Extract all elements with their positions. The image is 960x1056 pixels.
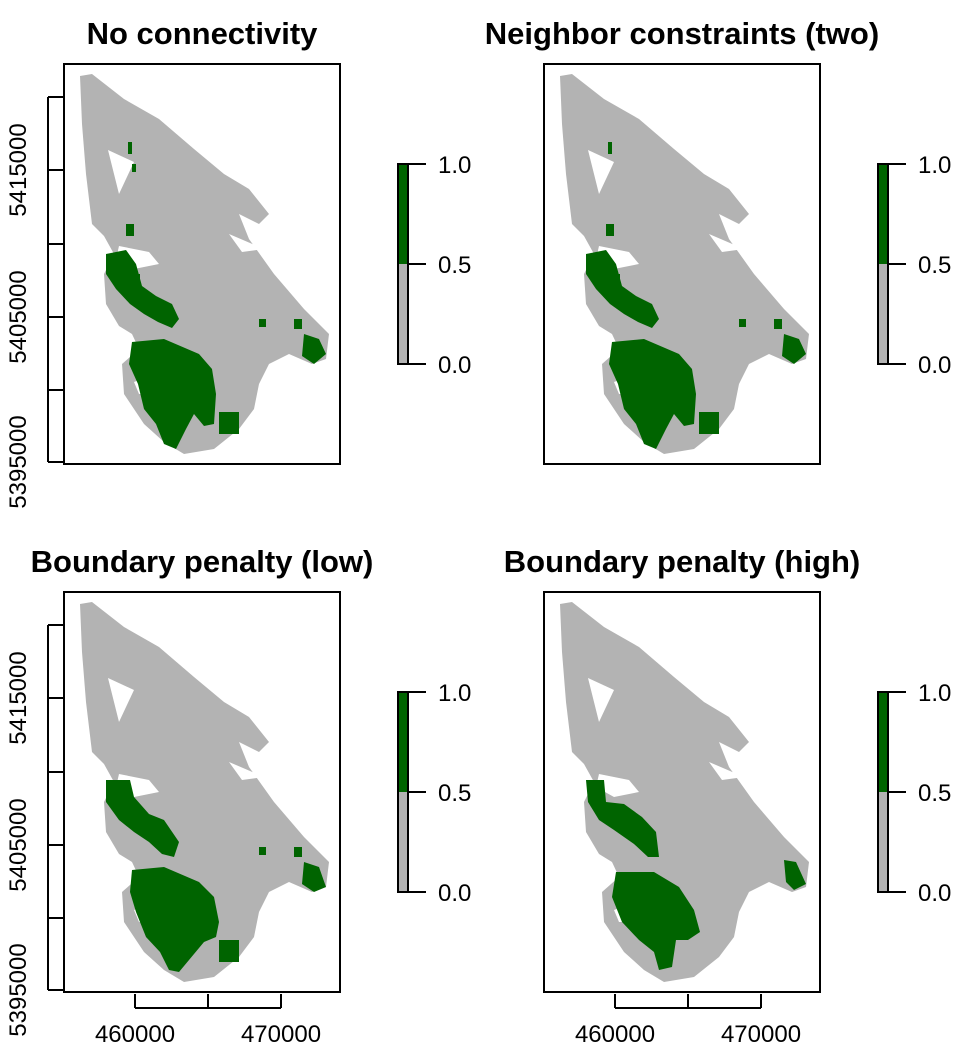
selected-planning-unit — [606, 224, 614, 236]
legend-tick-label: 0.5 — [438, 780, 471, 807]
map-frame — [63, 63, 341, 465]
y-axis-tick-label: 5395000 — [5, 943, 32, 1036]
legend-tick-label: 0.5 — [918, 780, 951, 807]
legend-tick-label: 0.0 — [918, 352, 951, 379]
x-axis-tick-label: 460000 — [95, 1021, 175, 1048]
selected-planning-unit — [106, 780, 179, 857]
y-axis-tick-label: 5405000 — [5, 270, 32, 363]
legend-tick-label: 1.0 — [918, 680, 951, 707]
selected-planning-unit — [132, 274, 140, 284]
legend-tick-label: 0.0 — [438, 352, 471, 379]
map-panel-3: Boundary penalty (low) 1.0 0.5 0.0 5395000 54… — [5, 544, 471, 1048]
selected-planning-unit — [129, 339, 216, 449]
legend-tick-label: 0.5 — [438, 252, 471, 279]
legend-not-selected-swatch — [398, 264, 408, 364]
legend-selected-swatch — [398, 164, 408, 264]
selected-planning-unit — [782, 334, 806, 364]
lake-hole — [588, 678, 614, 722]
x-axis: 460000 470000 — [95, 994, 321, 1048]
legend-selected-swatch — [878, 692, 888, 792]
y-axis-tick-label: 5395000 — [5, 415, 32, 508]
legend: 1.0 0.5 0.0 — [397, 680, 471, 907]
y-axis-tick-label: 5415000 — [5, 651, 32, 744]
y-axis: 5395000 5405000 5415000 — [5, 624, 64, 1037]
selected-planning-unit — [259, 847, 266, 855]
panel-title: Boundary penalty (high) — [504, 544, 861, 579]
x-axis: 460000 470000 — [575, 994, 801, 1048]
legend-selected-swatch — [878, 164, 888, 264]
legend-tick-label: 1.0 — [438, 152, 471, 179]
selected-planning-unit — [128, 142, 132, 154]
lake-hole — [108, 150, 134, 194]
selected-planning-unit — [259, 319, 266, 327]
selected-planning-unit — [784, 860, 806, 890]
selected-planning-unit — [302, 334, 326, 364]
y-axis-tick-label: 5405000 — [5, 798, 32, 891]
selected-planning-unit — [699, 412, 719, 434]
map-panel-4: Boundary penalty (high) 1.0 0.5 0.0 460000 47… — [504, 544, 952, 1048]
legend: 1.0 0.5 0.0 — [877, 152, 951, 379]
panel-title: No connectivity — [87, 16, 319, 51]
map-layer — [80, 74, 329, 454]
selected-planning-unit — [219, 412, 239, 434]
selected-planning-unit — [609, 339, 696, 449]
legend: 1.0 0.5 0.0 — [397, 152, 471, 379]
lake-hole — [229, 234, 264, 252]
panel-title: Neighbor constraints (two) — [485, 16, 879, 51]
selected-planning-unit — [302, 862, 326, 892]
selected-planning-unit — [106, 250, 179, 328]
legend-tick-label: 0.5 — [918, 252, 951, 279]
selected-planning-unit — [586, 780, 659, 857]
map-frame — [543, 63, 821, 465]
legend-tick-label: 1.0 — [918, 152, 951, 179]
y-axis-tick-label: 5415000 — [5, 123, 32, 216]
panel-title: Boundary penalty (low) — [31, 544, 374, 579]
map-frame — [63, 591, 341, 993]
selected-planning-unit — [612, 274, 620, 284]
legend-tick-label: 1.0 — [438, 680, 471, 707]
lake-hole — [229, 762, 264, 780]
selected-planning-unit — [586, 250, 659, 328]
map-panel-1: No connectivity 1.0 0.5 0.0 5395000 5405000 54… — [5, 16, 471, 509]
lake-hole — [108, 678, 134, 722]
selected-planning-unit — [739, 319, 746, 327]
legend-not-selected-swatch — [878, 792, 888, 892]
map-panel-2: Neighbor constraints (two) 1.0 0.5 0.0 — [485, 16, 951, 465]
x-axis-tick-label: 470000 — [721, 1021, 801, 1048]
selected-planning-unit — [294, 847, 302, 857]
selected-planning-unit — [774, 319, 782, 329]
lake-hole — [588, 150, 614, 194]
map-layer — [560, 602, 809, 982]
map-layer — [560, 74, 809, 454]
x-axis-tick-label: 460000 — [575, 1021, 655, 1048]
selected-planning-unit — [126, 224, 134, 236]
lake-hole — [709, 234, 744, 252]
selected-planning-unit — [608, 142, 612, 154]
selected-planning-unit — [132, 164, 136, 172]
legend-tick-label: 0.0 — [438, 880, 471, 907]
selected-planning-unit — [219, 940, 239, 962]
map-layer — [80, 602, 329, 982]
map-frame — [543, 591, 821, 993]
legend-not-selected-swatch — [878, 264, 888, 364]
legend-selected-swatch — [398, 692, 408, 792]
selected-planning-unit — [612, 872, 700, 970]
x-axis-tick-label: 470000 — [241, 1021, 321, 1048]
selected-planning-unit — [130, 867, 219, 972]
legend-not-selected-swatch — [398, 792, 408, 892]
selected-planning-unit — [294, 319, 302, 329]
legend: 1.0 0.5 0.0 — [877, 680, 951, 907]
lake-hole — [596, 774, 639, 797]
lake-hole — [709, 762, 744, 780]
legend-tick-label: 0.0 — [918, 880, 951, 907]
y-axis: 5395000 5405000 5415000 — [5, 96, 64, 509]
